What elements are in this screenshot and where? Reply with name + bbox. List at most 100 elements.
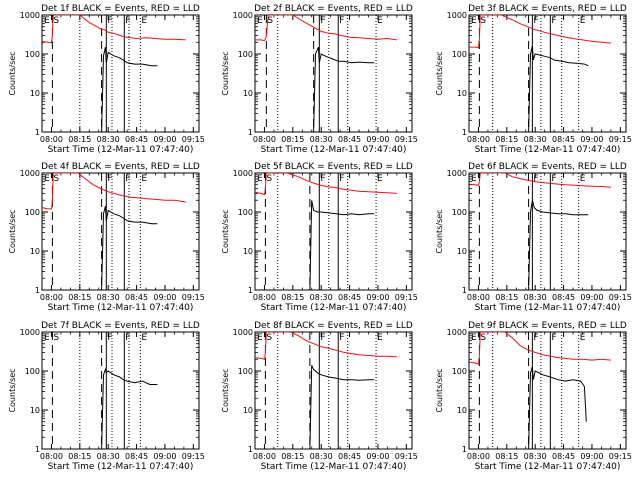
axes-frame [468, 14, 627, 133]
y-tick-label: 100 [238, 208, 253, 217]
event-marker-label: E [471, 333, 477, 343]
y-tick-label: 100 [452, 50, 467, 59]
x-tick-label: 08:15 [68, 452, 91, 461]
event-marker-label: F [533, 16, 538, 26]
subplot-6: Det 6f BLACK = Events, RED = LLD 1 10 100 10… [435, 162, 632, 313]
event-marker-label: F [551, 333, 556, 343]
x-tick-label: 08:15 [281, 452, 304, 461]
axes-frame [254, 331, 413, 450]
x-tick-label: 08:15 [68, 293, 91, 302]
subplot-title: Det 6f BLACK = Events, RED = LLD [468, 162, 627, 172]
x-tick-label: 08:45 [552, 293, 575, 302]
series-line-events [309, 200, 375, 290]
y-tick-label: 1 [35, 286, 40, 295]
x-tick-label: 08:30 [310, 135, 333, 144]
y-tick-label: 1000 [20, 169, 40, 178]
x-tick-label: 08:15 [281, 135, 304, 144]
x-axis-label: Start Time (12-Mar-11 07:47:40) [475, 303, 621, 313]
axes-frame [468, 331, 627, 450]
subplot-4: Det 4f BLACK = Events, RED = LLD 1 10 100 10… [8, 162, 205, 313]
event-marker-label: E [257, 333, 263, 343]
subplot-7: Det 7f BLACK = Events, RED = LLD 1 10 100 10… [8, 321, 205, 472]
event-marker-label: F [125, 333, 130, 343]
x-tick-label: 08:30 [310, 293, 333, 302]
subplot-1: Det 1f BLACK = Events, RED = LLD 1 10 100 10… [8, 4, 205, 155]
series-line-events [528, 366, 587, 449]
subplot-3: Det 3f BLACK = Events, RED = LLD 1 10 100 10… [435, 4, 632, 155]
series-line-lld [42, 173, 186, 210]
y-tick-label: 100 [25, 367, 40, 376]
x-tick-label: 09:15 [609, 135, 632, 144]
y-tick-label: 1 [462, 128, 467, 137]
x-tick-label: 08:00 [253, 135, 276, 144]
x-tick-label: 08:30 [97, 452, 120, 461]
y-tick-label: 1 [248, 445, 253, 454]
x-tick-label: 09:15 [182, 293, 205, 302]
series-line-lld [469, 15, 611, 49]
y-axis-label: Counts/sec [8, 368, 17, 412]
x-tick-label: 08:15 [68, 135, 91, 144]
x-axis-label: Start Time (12-Mar-11 07:47:40) [48, 303, 194, 313]
y-axis-label: Counts/sec [221, 51, 230, 95]
x-tick-label: 09:00 [580, 135, 603, 144]
event-marker-label: E [377, 16, 383, 26]
x-axis-label: Start Time (12-Mar-11 07:47:40) [261, 303, 407, 313]
y-axis-label: Counts/sec [435, 368, 444, 412]
series-line-events [309, 365, 375, 449]
x-tick-label: 08:45 [552, 135, 575, 144]
y-tick-label: 1 [35, 128, 40, 137]
event-marker-label: F [339, 333, 344, 343]
x-axis-label: Start Time (12-Mar-11 07:47:40) [48, 462, 194, 472]
x-tick-label: 08:45 [338, 293, 361, 302]
subplot-5: Det 5f BLACK = Events, RED = LLD 1 10 100 10… [221, 162, 418, 313]
x-tick-label: 08:15 [281, 293, 304, 302]
event-marker-label: F [107, 16, 112, 26]
x-tick-label: 09:15 [395, 293, 418, 302]
y-tick-label: 10 [457, 406, 467, 415]
event-marker-label: E [141, 333, 147, 343]
event-marker-label: E [377, 174, 383, 184]
axes-frame [41, 172, 200, 291]
y-tick-label: 1 [462, 445, 467, 454]
y-tick-label: 100 [452, 208, 467, 217]
event-marker-label: S [267, 16, 273, 26]
x-tick-label: 09:00 [366, 293, 389, 302]
subplot-title: Det 3f BLACK = Events, RED = LLD [468, 4, 627, 14]
x-tick-label: 08:00 [40, 135, 63, 144]
y-tick-label: 1000 [447, 169, 467, 178]
x-tick-label: 08:30 [524, 293, 547, 302]
x-tick-label: 08:00 [467, 452, 490, 461]
y-axis-label: Counts/sec [221, 368, 230, 412]
event-marker-label: F [533, 333, 538, 343]
x-tick-label: 08:30 [97, 293, 120, 302]
y-tick-label: 100 [25, 50, 40, 59]
event-marker-label: S [53, 174, 59, 184]
x-tick-label: 09:00 [580, 452, 603, 461]
y-axis-label: Counts/sec [8, 209, 17, 253]
x-tick-label: 08:30 [524, 135, 547, 144]
event-marker-label: S [480, 16, 486, 26]
series-line-lld [255, 332, 397, 360]
event-marker-label: S [266, 174, 272, 184]
x-tick-label: 08:15 [495, 135, 518, 144]
x-tick-label: 08:45 [125, 293, 148, 302]
x-tick-label: 09:00 [153, 135, 176, 144]
x-tick-label: 09:00 [366, 452, 389, 461]
series-line-lld [255, 15, 397, 42]
series-line-lld [42, 15, 186, 44]
x-tick-label: 09:15 [609, 293, 632, 302]
axes-frame [468, 172, 627, 291]
event-marker-label: E [44, 16, 50, 26]
x-tick-label: 08:00 [253, 452, 276, 461]
y-tick-label: 10 [30, 89, 40, 98]
event-marker-label: E [44, 174, 50, 184]
subplot-title: Det 8f BLACK = Events, RED = LLD [254, 321, 413, 331]
subplot-title: Det 5f BLACK = Events, RED = LLD [254, 162, 413, 172]
y-tick-label: 100 [238, 50, 253, 59]
x-tick-label: 08:45 [125, 135, 148, 144]
event-marker-label: E [377, 333, 383, 343]
axes-frame [254, 14, 413, 133]
series-line-lld [255, 173, 397, 196]
x-tick-label: 08:30 [310, 452, 333, 461]
y-tick-label: 10 [243, 89, 253, 98]
